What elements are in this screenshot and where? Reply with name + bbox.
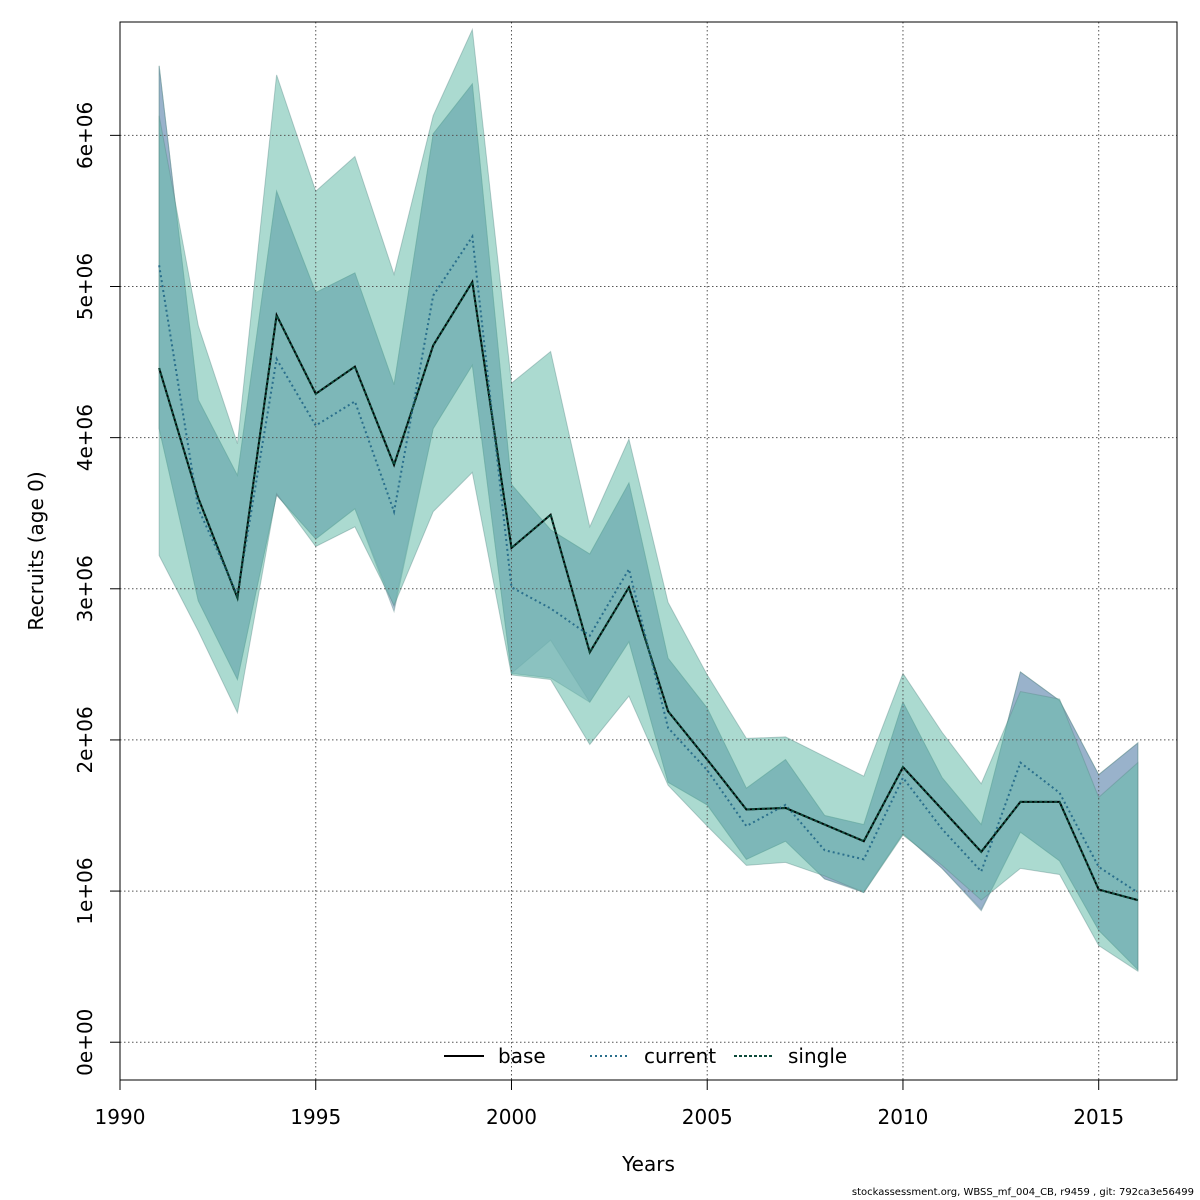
x-tick-label-2015: 2015: [1073, 1105, 1124, 1129]
x-tick-label-2010: 2010: [878, 1105, 929, 1129]
legend-label-single: single: [788, 1044, 847, 1068]
legend: base current single: [444, 1044, 847, 1068]
y-tick-label-5: 5e+06: [73, 253, 97, 320]
x-axis-title: Years: [621, 1152, 675, 1176]
x-axis: 1990 1995 2000 2005 2010 2015: [95, 1079, 1124, 1129]
y-tick-label-0: 0e+00: [73, 1009, 97, 1076]
footer-credit: stockassessment.org, WBSS_mf_004_CB, r94…: [851, 1187, 1194, 1198]
y-tick-label-2: 2e+06: [73, 706, 97, 773]
grid-lines: [120, 22, 1177, 1080]
y-axis-title: Recruits (age 0): [24, 471, 48, 630]
y-tick-label-1: 1e+06: [73, 857, 97, 924]
confidence-bands: [158, 27, 1139, 973]
legend-label-base: base: [498, 1044, 546, 1068]
legend-label-current: current: [644, 1044, 716, 1068]
x-tick-label-2000: 2000: [486, 1105, 537, 1129]
y-tick-label-3: 3e+06: [73, 555, 97, 622]
x-tick-label-1990: 1990: [95, 1105, 146, 1129]
series-lines: [158, 233, 1139, 902]
band-single: [158, 27, 1139, 973]
y-axis: 0e+00 1e+06 2e+06 3e+06 4e+06 5e+06 6e+06: [73, 102, 121, 1076]
x-tick-label-1995: 1995: [290, 1105, 341, 1129]
y-tick-label-4: 4e+06: [73, 404, 97, 471]
line-current: [158, 233, 1139, 894]
x-tick-label-2005: 2005: [682, 1105, 733, 1129]
y-tick-label-6: 6e+06: [73, 102, 97, 169]
